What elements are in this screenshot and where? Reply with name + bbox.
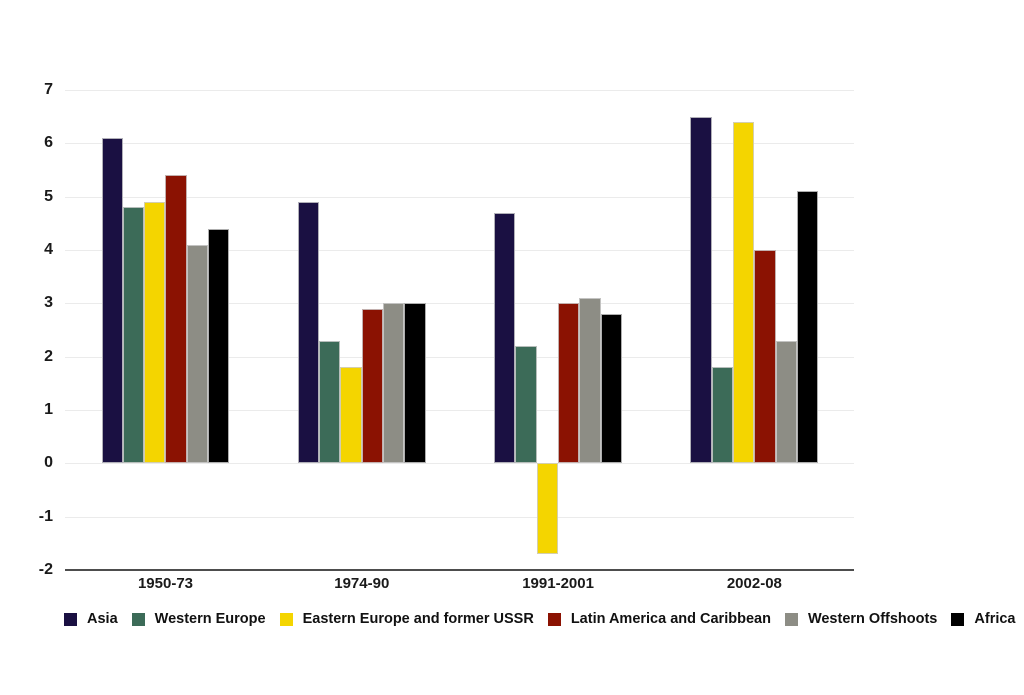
bar <box>144 202 166 464</box>
bar <box>404 303 426 464</box>
x-axis-line <box>65 569 854 571</box>
gridline <box>65 516 854 518</box>
legend: Asia Western Europe Eastern Europe and for… <box>64 611 1016 627</box>
bar <box>733 122 755 464</box>
bar <box>101 138 123 464</box>
bar <box>122 207 145 464</box>
bar <box>600 314 623 464</box>
y-tick-label: 2 <box>44 347 53 365</box>
legend-item: Asia <box>64 611 118 627</box>
gridline <box>65 356 854 358</box>
legend-swatch <box>951 612 965 626</box>
bar <box>186 244 209 464</box>
bar <box>297 202 320 464</box>
legend-label: Western Europe <box>154 611 266 627</box>
legend-swatch <box>64 612 77 626</box>
legend-item: Africa <box>951 611 1016 627</box>
bar <box>558 303 580 464</box>
y-tick-label: 3 <box>44 294 53 312</box>
legend-item: Western Offshoots <box>784 611 938 627</box>
y-tick-label: -1 <box>38 507 53 525</box>
gridline <box>65 143 854 145</box>
bar <box>690 116 712 464</box>
legend-label: Western Offshoots <box>807 611 938 627</box>
legend-swatch <box>131 612 145 626</box>
bar <box>319 340 341 464</box>
bar <box>515 346 537 464</box>
bar <box>361 308 384 464</box>
bar <box>340 367 362 464</box>
bar <box>383 303 405 464</box>
legend-item: Western Europe <box>131 611 266 627</box>
y-tick-label: 0 <box>44 454 53 472</box>
legend-label: Asia <box>87 611 118 627</box>
legend-swatch <box>547 612 561 626</box>
legend-item: Eastern Europe and former USSR <box>279 611 534 627</box>
bar <box>775 340 798 464</box>
gridline <box>65 196 854 198</box>
bar <box>165 175 187 464</box>
gridline <box>65 463 854 465</box>
y-tick-label: 4 <box>44 241 53 258</box>
y-tick-label: 5 <box>44 187 53 205</box>
x-tick-label: 1974-90 <box>334 575 390 592</box>
legend-label: Latin America and Caribbean <box>570 611 771 627</box>
gridline <box>65 90 854 91</box>
gridline <box>65 303 854 305</box>
x-tick-label: 2002-08 <box>726 575 782 592</box>
legend-swatch <box>279 612 293 626</box>
bar <box>797 191 819 464</box>
legend-swatch <box>784 612 798 626</box>
bar <box>494 212 516 464</box>
bar <box>208 228 230 464</box>
gridline <box>65 410 854 411</box>
x-tick-label: 1950-73 <box>137 575 194 592</box>
legend-item: Latin America and Caribbean <box>547 611 771 627</box>
bar <box>754 250 776 464</box>
gridline <box>65 250 854 251</box>
y-tick-label: 1 <box>44 401 53 418</box>
y-tick-label: 7 <box>44 81 53 98</box>
legend-label: Africa <box>974 611 1016 627</box>
y-tick-label: 6 <box>44 134 53 152</box>
y-tick-label: -2 <box>38 561 53 578</box>
bar <box>536 463 559 554</box>
legend-label: Eastern Europe and former USSR <box>302 611 534 627</box>
bar <box>579 298 601 464</box>
x-tick-label: 1991-2001 <box>522 575 594 592</box>
bar <box>711 367 734 464</box>
